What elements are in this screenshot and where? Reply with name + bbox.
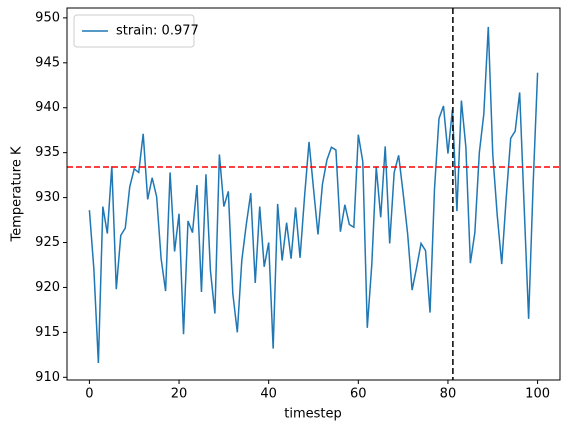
x-tick-label: 100 xyxy=(525,387,550,402)
y-tick-label: 925 xyxy=(35,235,60,250)
x-tick-label: 40 xyxy=(260,387,277,402)
y-tick-label: 915 xyxy=(35,325,60,340)
y-tick-label: 930 xyxy=(35,190,60,205)
data-line xyxy=(88,26,539,363)
x-tick-label: 20 xyxy=(171,387,188,402)
y-tick-label: 940 xyxy=(35,100,60,115)
y-tick-label: 950 xyxy=(35,10,60,25)
plot-frame xyxy=(66,7,561,381)
y-tick-label: 920 xyxy=(35,280,60,295)
x-tick-label: 60 xyxy=(350,387,367,402)
x-axis-label: timestep xyxy=(284,407,342,422)
legend-label: strain: 0.977 xyxy=(116,24,199,39)
y-axis-label: Temperature K xyxy=(10,146,25,242)
y-tick-label: 935 xyxy=(35,145,60,160)
y-tick-label: 945 xyxy=(35,55,60,70)
x-tick-label: 80 xyxy=(440,387,457,402)
y-tick-label: 910 xyxy=(35,370,60,385)
legend-box xyxy=(73,14,195,48)
x-tick-label: 0 xyxy=(85,387,93,402)
